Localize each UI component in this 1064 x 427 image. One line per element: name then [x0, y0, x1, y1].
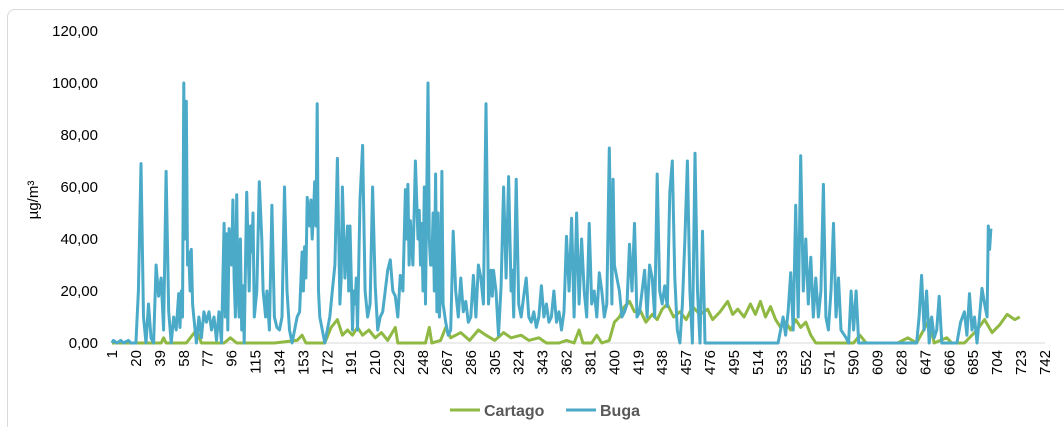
y-tick-label: 0,00 — [69, 335, 98, 352]
y-tick-label: 40,00 — [60, 231, 98, 248]
x-tick-label: 552 — [798, 350, 815, 375]
x-tick-label: 742 — [1037, 350, 1054, 375]
legend: Cartago Buga — [450, 403, 640, 420]
x-tick-label: 267 — [439, 350, 456, 375]
x-tick-label: 286 — [463, 350, 480, 375]
x-tick-label: 590 — [846, 350, 863, 375]
x-tick-label: 419 — [630, 350, 647, 375]
y-tick-labels: 0,00 20,00 40,00 60,00 80,00 100,00 120,00 — [52, 23, 98, 352]
x-tick-label: 20 — [128, 350, 145, 367]
x-tick-label: 476 — [702, 350, 719, 375]
x-tick-label: 96 — [224, 350, 241, 367]
x-tick-label: 666 — [941, 350, 958, 375]
x-tick-label: 495 — [726, 350, 743, 375]
y-tick-label: 80,00 — [60, 127, 98, 144]
y-axis-label: µg/m³ — [25, 181, 42, 220]
y-tick-label: 100,00 — [52, 75, 98, 92]
x-tick-label: 172 — [319, 350, 336, 375]
x-tick-label: 1 — [104, 350, 121, 358]
x-tick-label: 39 — [152, 350, 169, 367]
x-tick-label: 647 — [917, 350, 934, 375]
x-tick-label: 324 — [511, 350, 528, 375]
x-tick-label: 248 — [415, 350, 432, 375]
legend-label-cartago: Cartago — [484, 403, 545, 420]
x-tick-label: 438 — [654, 350, 671, 375]
legend-label-buga: Buga — [600, 403, 640, 420]
x-tick-label: 685 — [965, 350, 982, 375]
x-tick-label: 115 — [248, 350, 265, 374]
x-tick-label: 191 — [343, 350, 360, 375]
x-tick-label: 210 — [367, 350, 384, 375]
x-tick-label: 704 — [989, 350, 1006, 375]
x-tick-label: 362 — [559, 350, 576, 375]
x-tick-label: 381 — [582, 350, 599, 375]
x-tick-label: 609 — [870, 350, 887, 375]
x-tick-label: 571 — [822, 350, 839, 375]
x-tick-label: 77 — [200, 350, 217, 367]
y-tick-label: 120,00 — [52, 23, 98, 40]
x-tick-label: 533 — [774, 350, 791, 375]
x-tick-label: 305 — [487, 350, 504, 375]
series-lines — [110, 81, 1021, 345]
x-tick-label: 343 — [535, 350, 552, 375]
x-tick-label: 400 — [606, 350, 623, 375]
x-tick-label: 723 — [1013, 350, 1030, 375]
series-line-cartago — [112, 299, 1021, 345]
x-tick-label: 229 — [391, 350, 408, 375]
y-tick-label: 60,00 — [60, 179, 98, 196]
x-tick-label: 134 — [271, 350, 288, 375]
x-tick-label: 58 — [176, 350, 193, 367]
x-tick-labels: 1 20 39 58 77 96 115 134 153 172 191 210 229 248 267 28… — [104, 350, 1054, 375]
x-tick-label: 628 — [893, 350, 910, 375]
x-tick-label: 457 — [678, 350, 695, 375]
y-tick-label: 20,00 — [60, 283, 98, 300]
x-tick-label: 514 — [750, 350, 767, 375]
x-tick-label: 153 — [295, 350, 312, 375]
series-line-buga — [110, 81, 993, 345]
